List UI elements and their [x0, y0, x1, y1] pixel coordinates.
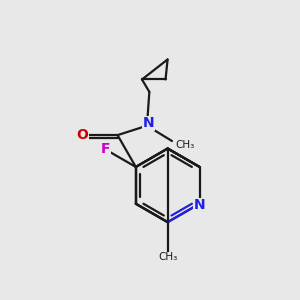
- Text: CH₃: CH₃: [176, 140, 195, 150]
- Text: F: F: [100, 142, 110, 156]
- Text: N: N: [142, 116, 154, 130]
- Text: O: O: [76, 128, 88, 142]
- Text: N: N: [194, 198, 206, 212]
- Text: CH₃: CH₃: [158, 253, 177, 262]
